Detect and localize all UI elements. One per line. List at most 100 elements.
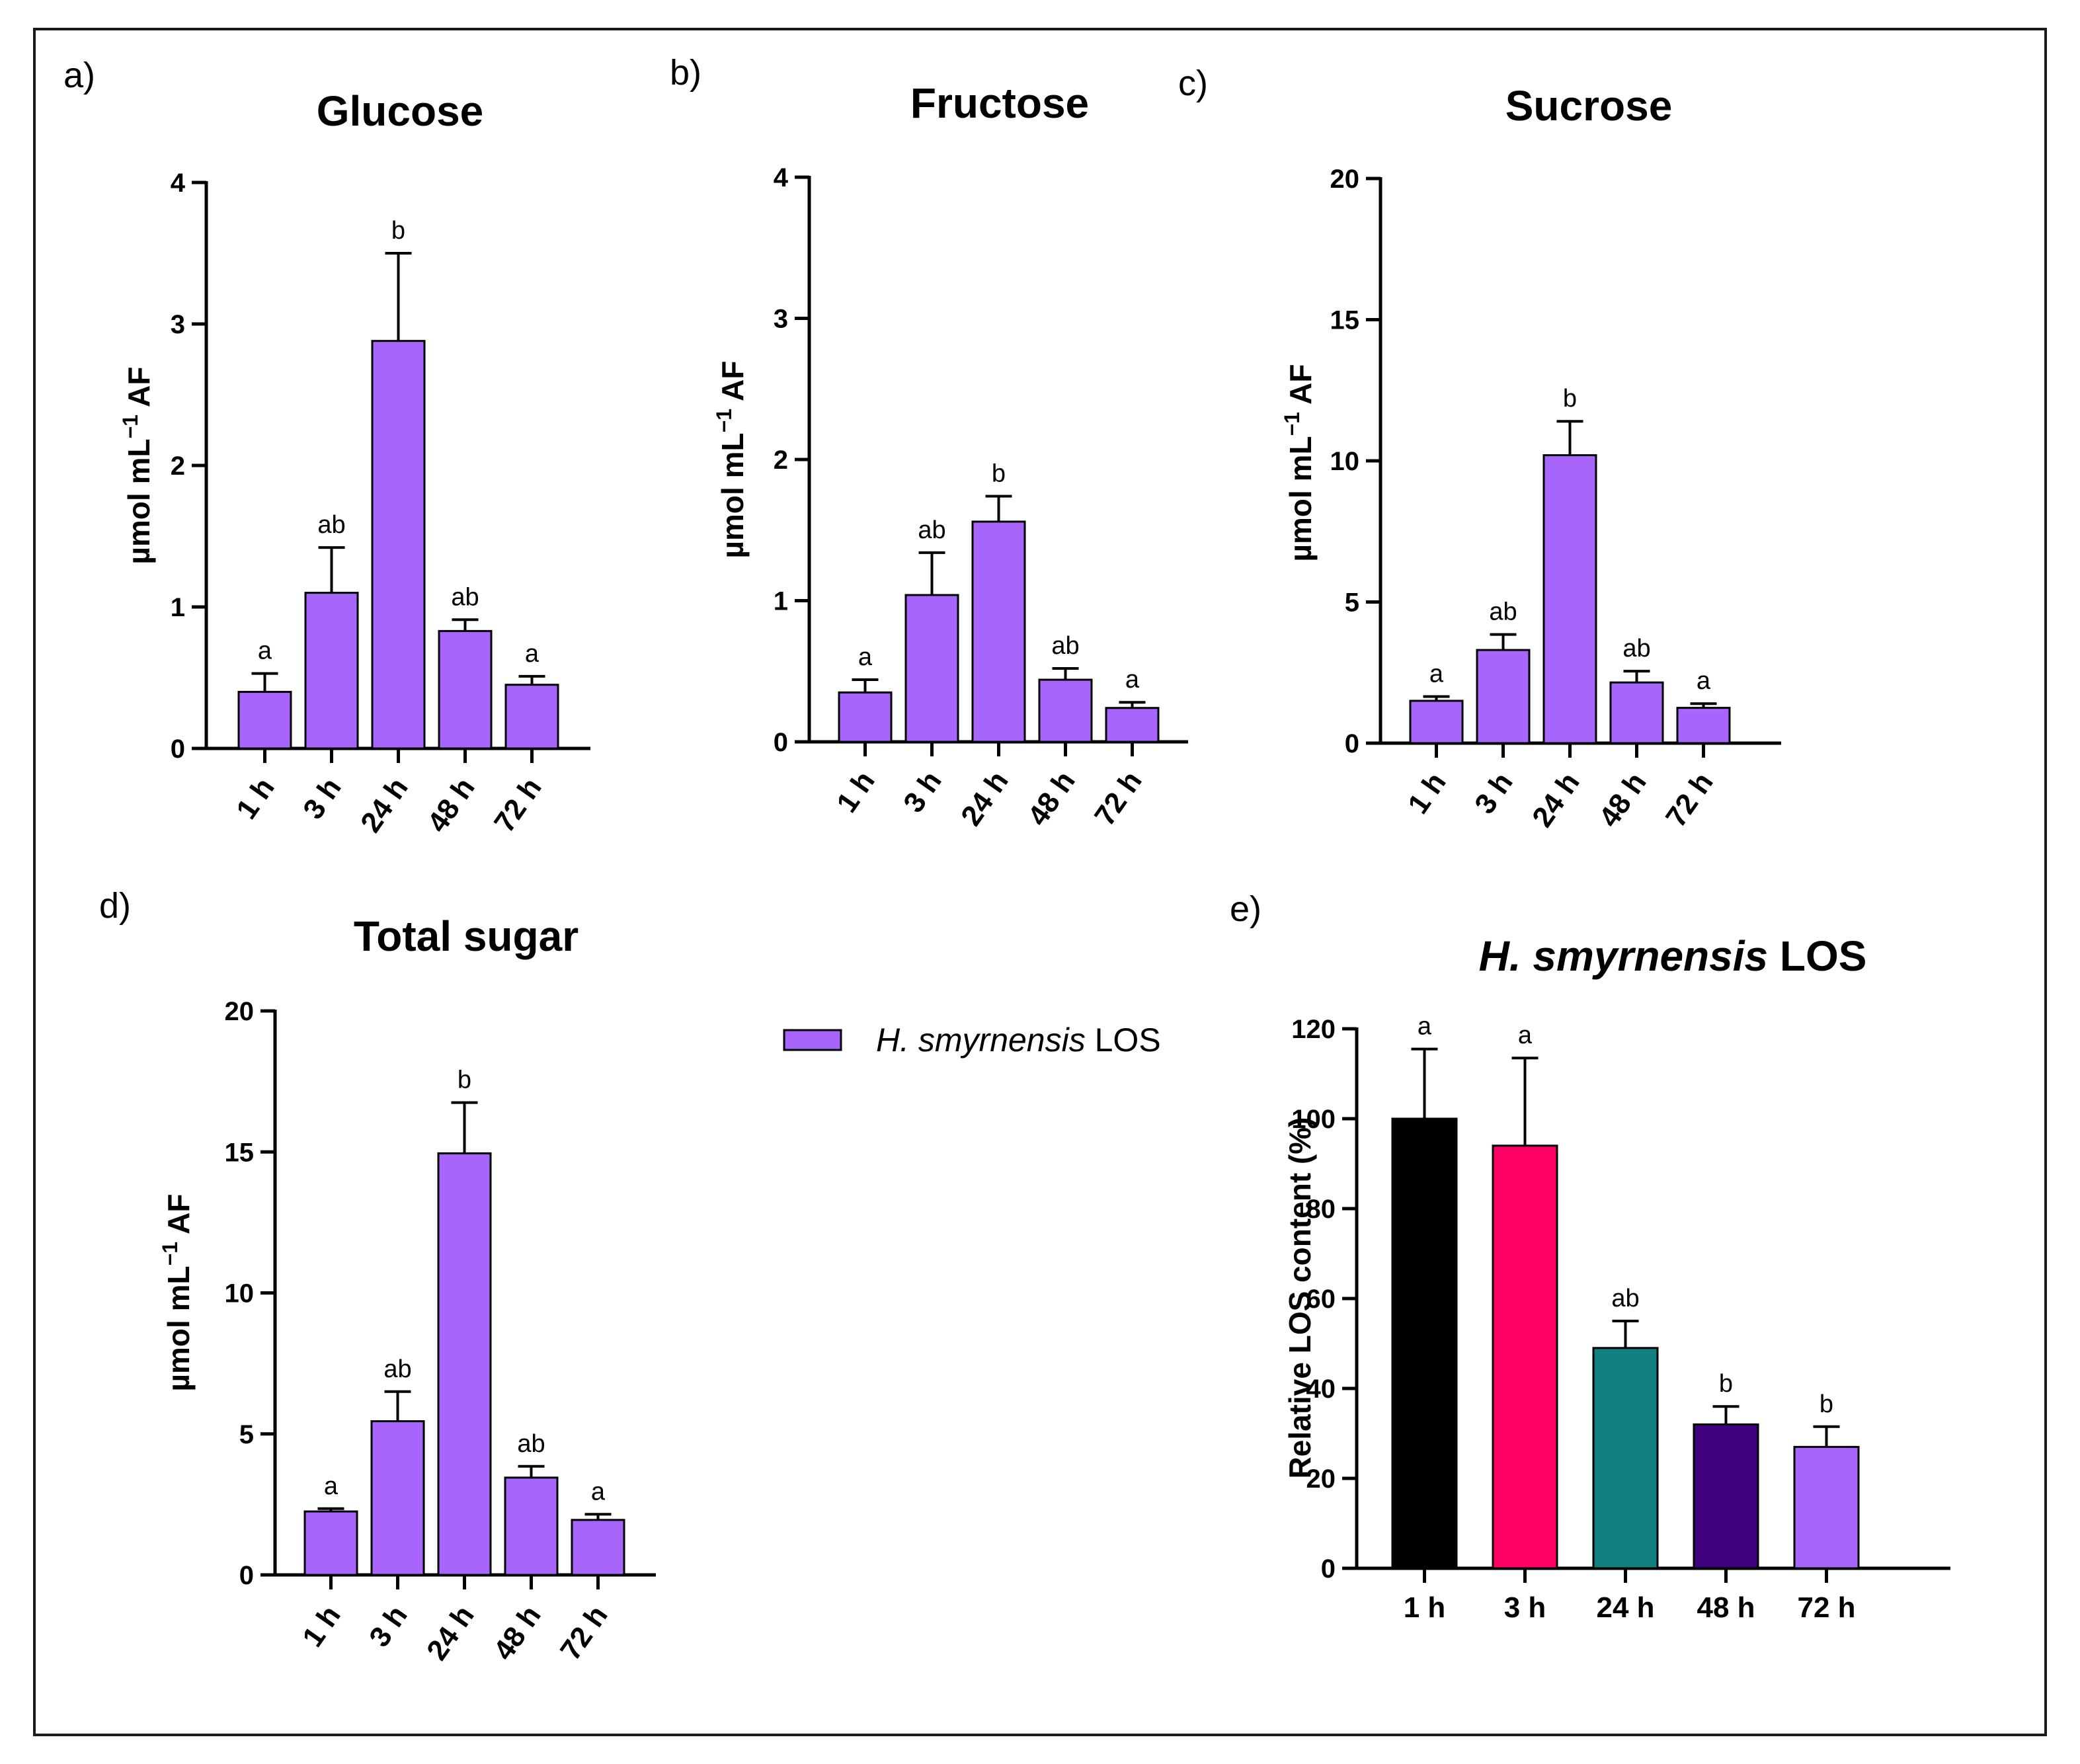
- y-tick-label: 10: [1330, 447, 1360, 476]
- x-tick-label: 3 h: [1504, 1591, 1546, 1624]
- bar: [838, 691, 893, 743]
- significance-label: b: [458, 1066, 471, 1094]
- y-axis-label-superscript: −1: [118, 415, 142, 438]
- y-tick-label: 60: [1306, 1285, 1336, 1314]
- significance-label: ab: [918, 516, 945, 544]
- figure-frame: [33, 28, 2047, 1736]
- bar: [371, 340, 426, 750]
- chart-title: Fructose: [910, 79, 1089, 127]
- significance-label: b: [1719, 1370, 1733, 1398]
- significance-label: ab: [1611, 1285, 1639, 1312]
- significance-label: ab: [1051, 632, 1079, 660]
- bar: [1492, 1144, 1558, 1570]
- y-tick-label: 3: [171, 310, 185, 339]
- chart-panel-1: a) Glucose µmol mL−1 AF 0 1 2 3 4 a 1 h ab 3 h b 24 h…: [63, 56, 590, 838]
- y-axis-label-tail: AF: [161, 1194, 196, 1242]
- y-tick-label: 80: [1306, 1195, 1336, 1224]
- x-tick-label: 72 h: [1797, 1591, 1855, 1624]
- chart-title-species: H. smyrnensis: [1479, 932, 1769, 980]
- x-tick-label: 1 h: [230, 772, 281, 825]
- significance-label: a: [324, 1472, 339, 1500]
- y-axis-label: µmol mL−1 AF: [118, 367, 156, 565]
- bar: [1592, 1347, 1659, 1570]
- x-tick-label: 3 h: [1468, 767, 1519, 820]
- significance-label: ab: [451, 583, 479, 611]
- x-tick-label: 24 h: [1526, 767, 1586, 833]
- x-tick-label: 48 h: [487, 1600, 547, 1666]
- x-tick-label: 3 h: [363, 1600, 414, 1653]
- bar: [1391, 1117, 1458, 1570]
- y-tick-label: 0: [1345, 729, 1359, 758]
- x-tick-label: 24 h: [955, 766, 1015, 832]
- y-axis-label-base: µmol mL: [715, 432, 750, 558]
- y-axis-label-superscript: −1: [712, 409, 736, 432]
- bar: [437, 1152, 492, 1576]
- bar: [504, 1476, 559, 1576]
- bar: [237, 690, 292, 750]
- panel-label: a): [63, 56, 95, 95]
- panel-label: b): [670, 53, 701, 93]
- x-tick-label: 24 h: [420, 1600, 481, 1666]
- significance-label: b: [992, 460, 1006, 488]
- x-tick-label: 1 h: [296, 1600, 347, 1653]
- y-tick-label: 0: [1321, 1554, 1336, 1584]
- x-tick-label: 72 h: [1660, 767, 1720, 833]
- y-tick-label: 40: [1306, 1375, 1336, 1404]
- chart-panel-2: b) Fructose µmol mL−1 AF 0 1 2 3 4 a 1 h ab 3 h b 24 …: [670, 53, 1188, 832]
- y-axis-label-tail: AF: [1283, 364, 1318, 412]
- bar: [971, 520, 1026, 743]
- x-tick-label: 1 h: [1404, 1591, 1446, 1624]
- significance-label: ab: [317, 511, 345, 539]
- x-tick-label: 48 h: [421, 772, 481, 838]
- y-tick-label: 15: [225, 1138, 255, 1167]
- x-tick-label: 3 h: [297, 772, 348, 825]
- legend-label-species: H. smyrnensis: [876, 1022, 1086, 1059]
- chart-title-suffix: LOS: [1768, 932, 1866, 980]
- panel-label: d): [99, 886, 131, 926]
- significance-label: a: [1518, 1022, 1533, 1049]
- significance-label: ab: [1489, 598, 1517, 626]
- y-tick-label: 0: [239, 1561, 254, 1590]
- y-tick-label: 1: [774, 587, 788, 616]
- bar: [904, 594, 959, 743]
- chart-panel-5: e) H. smyrnensis LOS Relative LOS content …: [1230, 889, 1950, 1624]
- chart-title: H. smyrnensis LOS: [1479, 932, 1867, 980]
- bar: [1609, 681, 1664, 744]
- y-tick-label: 5: [239, 1420, 254, 1449]
- x-tick-label: 1 h: [1402, 767, 1453, 820]
- bar: [303, 1510, 358, 1576]
- significance-label: ab: [1622, 635, 1650, 662]
- legend-label-suffix: LOS: [1086, 1022, 1161, 1059]
- significance-label: ab: [517, 1430, 545, 1458]
- bar: [1793, 1445, 1860, 1570]
- significance-label: a: [591, 1478, 606, 1505]
- x-tick-label: 1 h: [830, 766, 881, 819]
- legend-swatch: [783, 1029, 842, 1051]
- x-tick-label: 48 h: [1593, 767, 1653, 833]
- significance-label: a: [1697, 667, 1711, 695]
- x-tick-label: 72 h: [554, 1600, 614, 1666]
- y-tick-label: 1: [171, 593, 185, 622]
- y-tick-label: 120: [1291, 1015, 1336, 1044]
- significance-label: ab: [383, 1355, 411, 1383]
- bar: [438, 629, 493, 750]
- panel-label: c): [1178, 63, 1208, 103]
- y-axis-label-base: µmol mL: [122, 438, 156, 564]
- significance-label: b: [391, 217, 405, 245]
- y-tick-label: 4: [171, 169, 186, 198]
- significance-label: b: [1820, 1390, 1833, 1418]
- bar: [1476, 649, 1531, 744]
- y-axis-label-superscript: −1: [1280, 412, 1304, 436]
- x-tick-label: 72 h: [488, 772, 548, 838]
- x-tick-label: 48 h: [1697, 1591, 1755, 1624]
- legend-label: H. smyrnensis LOS: [876, 1022, 1161, 1059]
- x-tick-label: 24 h: [354, 772, 415, 838]
- y-axis-label-superscript: −1: [158, 1242, 182, 1265]
- significance-label: a: [525, 640, 540, 668]
- y-tick-label: 15: [1330, 306, 1360, 335]
- bar: [1676, 707, 1731, 744]
- bar: [1038, 678, 1093, 743]
- y-axis-label-base: µmol mL: [161, 1265, 196, 1391]
